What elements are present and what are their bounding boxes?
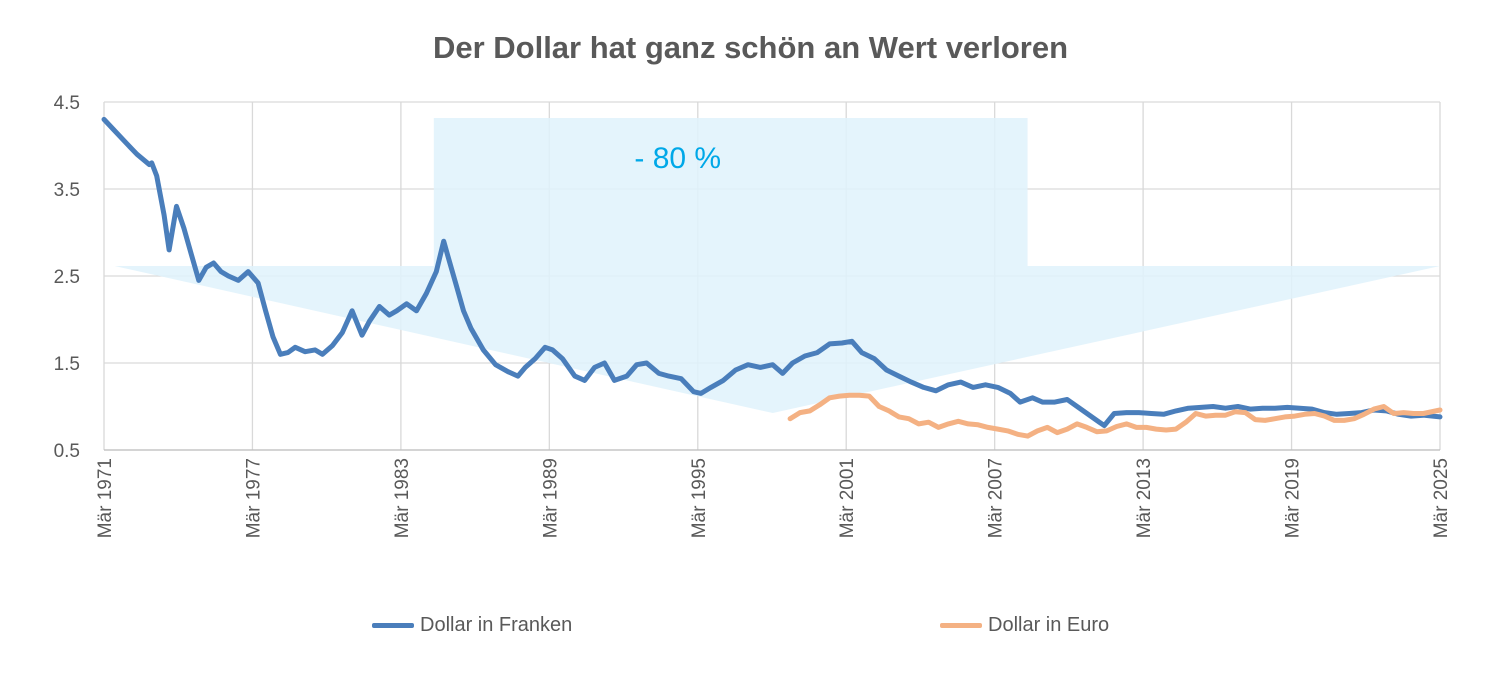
- x-tick-label: Mär 2001: [837, 458, 858, 538]
- x-tick-label: Mär 2013: [1134, 458, 1155, 538]
- y-tick-label: 0.5: [54, 441, 80, 462]
- x-tick-label: Mär 1977: [243, 458, 264, 538]
- legend-label-euro: Dollar in Euro: [988, 614, 1110, 636]
- series-line-franken: [101, 116, 1443, 429]
- legend-swatch-euro: [940, 623, 982, 628]
- series-layer: [101, 116, 1443, 439]
- chart-title: Der Dollar hat ganz schön an Wert verlor…: [432, 30, 1069, 65]
- x-tick-label: Mär 1983: [392, 458, 413, 538]
- x-tick-label: Mär 2007: [986, 458, 1007, 538]
- x-tick-label: Mär 2019: [1283, 458, 1304, 538]
- y-tick-label: 4.5: [54, 93, 80, 114]
- x-tick-label: Mär 1995: [689, 458, 710, 538]
- y-axis-ticks: 4.5 3.5 2.5 1.5 0.5: [54, 93, 80, 462]
- y-tick-label: 2.5: [54, 267, 80, 288]
- x-axis-ticks: Mär 1971 Mär 1977 Mär 1983 Mär 1989 Mär 1995…: [95, 458, 1452, 538]
- x-tick-label: Mär 1989: [540, 458, 561, 538]
- reduction-arrow: [114, 118, 1440, 413]
- legend-label-franken: Dollar in Franken: [420, 614, 573, 636]
- reduction-annotation: - 80 %: [634, 142, 721, 175]
- reduction-arrow-shape: [114, 118, 1440, 413]
- series-line-euro: [787, 392, 1443, 439]
- legend-item-euro: Dollar in Euro: [940, 614, 1109, 637]
- y-tick-label: 3.5: [54, 180, 80, 201]
- y-tick-label: 1.5: [54, 354, 80, 375]
- legend: Dollar in Franken Dollar in Euro: [0, 614, 1501, 644]
- legend-item-franken: Dollar in Franken: [372, 614, 572, 637]
- legend-swatch-franken: [372, 623, 414, 628]
- x-tick-label: Mär 2025: [1431, 458, 1452, 538]
- x-tick-label: Mär 1971: [95, 458, 116, 538]
